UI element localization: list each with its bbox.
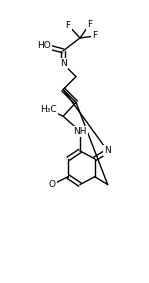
Text: N: N (60, 59, 66, 68)
Text: F: F (87, 20, 92, 29)
Text: NH: NH (73, 127, 87, 136)
Text: HO: HO (37, 41, 51, 50)
Text: F: F (92, 31, 97, 40)
Text: O: O (49, 180, 56, 189)
Text: N: N (104, 146, 111, 155)
Text: H₃C: H₃C (40, 105, 57, 114)
Text: F: F (66, 21, 71, 30)
